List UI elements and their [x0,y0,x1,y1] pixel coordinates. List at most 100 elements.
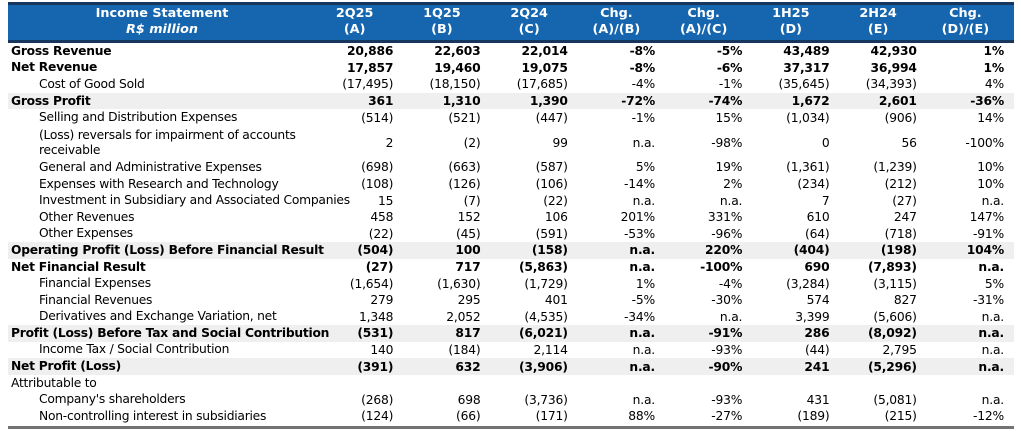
row-value: 7 [821,193,830,208]
row-value: (1,729) [524,276,568,291]
row-value: 247 [893,210,917,225]
table-row: Gross Profit 361 1,310 1,390 -72% -74% 1,672 2,… [8,92,1014,110]
row-value: n.a. [719,309,743,324]
column-subheader-ac: (A)/(C) [679,22,728,37]
row-value: -93% [711,392,743,407]
row-value: 36,994 [870,60,917,75]
row-value: (1,654) [349,276,394,291]
table-row: Profit (Loss) Before Tax and Social Cont… [8,325,1014,342]
table-body: Gross Revenue 20,886 22,603 22,014 -8% -5% 43,… [8,43,1014,425]
row-value: n.a. [981,392,1005,407]
row-value: 104% [966,243,1004,258]
row-value: 717 [455,260,481,275]
row-value: 1% [635,276,655,291]
row-value: 279 [370,293,394,308]
row-value: (404) [793,243,830,258]
row-value: 0 [821,135,830,150]
table-row: Derivatives and Exchange Variation, net 1… [8,309,1014,326]
row-value: 241 [804,359,830,374]
row-value: (906) [884,110,917,125]
row-value: 10% [977,160,1004,175]
row-value: (17,495) [342,77,394,92]
row-value: 1,310 [442,94,481,109]
row-value: 2 [385,135,394,150]
row-value: (106) [535,177,568,192]
row-value: n.a. [981,193,1005,208]
column-subheader-b: (B) [431,22,453,37]
row-value: (718) [884,226,917,241]
row-label: Profit (Loss) Before Tax and Social Cont… [11,325,330,340]
table-bottom-rule [8,425,1014,429]
row-value: n.a. [632,193,656,208]
row-value: 15% [715,110,743,125]
row-label: Net Revenue [11,60,98,75]
column-header-2q25: 2Q25 [335,6,374,21]
row-value: -6% [716,60,743,75]
row-value: (1,239) [873,160,917,175]
row-value: (521) [448,110,481,125]
row-value: (35,645) [778,77,830,92]
row-value: -91% [708,326,743,341]
row-value: (212) [884,177,917,192]
row-label: Income Tax / Social Contribution [39,342,230,357]
row-value: -53% [624,226,655,241]
row-value: -1% [631,110,656,125]
row-value: 22,603 [434,44,481,59]
row-value: 15 [378,193,394,208]
row-value: 458 [370,210,394,225]
row-label: Non-controlling interest in subsidiaries [39,408,267,423]
row-value: 19,460 [434,60,481,75]
row-label: Attributable to [11,375,97,390]
row-label: Expenses with Research and Technology [39,176,279,191]
table-row: Company's shareholders (268) 698 (3,736) n.a… [8,391,1014,408]
row-value: (447) [535,110,568,125]
row-label: Net Profit (Loss) [11,359,121,374]
row-label: Other Expenses [39,226,133,241]
row-value: 43,489 [783,44,830,59]
row-value: (504) [357,243,394,258]
row-value: (6,021) [519,326,568,341]
row-value: 14% [977,110,1004,125]
row-value: (531) [357,326,394,341]
row-value: (171) [535,409,568,424]
row-value: 698 [457,392,481,407]
column-header-2h24: 2H24 [859,6,897,21]
row-value: (591) [535,226,568,241]
row-value: n.a. [632,135,656,150]
row-value: (5,863) [519,260,568,275]
row-label: Financial Revenues [39,292,153,307]
row-value: 2,114 [533,342,568,357]
row-value: 99 [552,135,568,150]
column-subheader-d: (D) [779,22,803,37]
row-label: Net Financial Result [11,259,146,274]
row-value: (514) [361,110,394,125]
row-value: 5% [984,276,1004,291]
row-value: 286 [804,326,830,341]
row-label: Gross Profit [11,93,91,108]
row-value: (18,150) [429,77,481,92]
table-row: Net Financial Result (27) 717 (5,863) n.a. -1… [8,259,1014,276]
row-value: n.a. [629,359,655,374]
row-value: 17,857 [346,60,394,75]
row-value: (1,630) [437,276,481,291]
row-value: (663) [448,160,481,175]
row-value: (4,535) [524,309,568,324]
table-row: Financial Revenues 279 295 401 -5% -30% 574 827… [8,292,1014,309]
income-statement-table: Income Statement 2Q25 1Q25 2Q24 Chg. Chg… [8,2,1014,429]
row-value: (124) [361,409,394,424]
row-value: -4% [631,77,656,92]
row-value: n.a. [629,260,655,275]
table-header-line2: R$ million (A) (B) (C) (A)/(B) (A)/(C) (… [8,22,1014,38]
row-value: (184) [448,342,481,357]
row-value: 22,014 [521,44,568,59]
row-value: -27% [711,409,743,424]
row-value: (1,361) [786,160,830,175]
row-value: n.a. [978,326,1004,341]
row-value: 4% [984,77,1004,92]
column-subheader-c: (C) [518,22,540,37]
row-value: 19,075 [521,60,568,75]
row-label: Cost of Good Sold [39,76,145,91]
row-value: 632 [455,359,481,374]
row-value: (17,685) [516,77,568,92]
row-value: n.a. [981,342,1005,357]
